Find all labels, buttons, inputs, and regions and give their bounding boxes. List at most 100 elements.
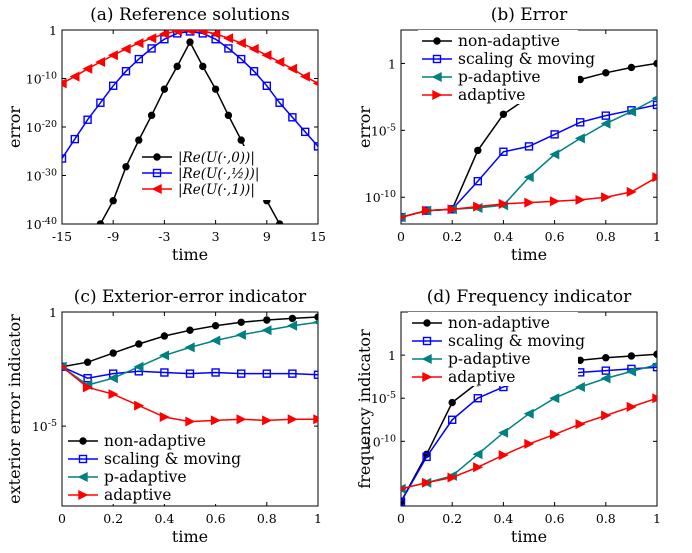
data-point: [653, 350, 657, 358]
data-point: [401, 486, 407, 492]
data-point: [401, 214, 407, 220]
panel-b: 0 0.2 0.4 0.6 0.8 1 1 10-5 10-10 (b) Error time err…: [355, 5, 661, 264]
data-point: [160, 368, 169, 377]
legend-box: [64, 430, 234, 504]
x-tick-label: 3: [212, 229, 220, 244]
data-point: [549, 393, 560, 404]
x-tick-label: 15: [310, 229, 326, 244]
legend-marker: [77, 471, 88, 483]
data-point: [602, 69, 610, 77]
data-point: [312, 319, 318, 325]
data-point: [185, 369, 195, 378]
data-point: [133, 38, 144, 49]
data-point: [237, 136, 245, 144]
x-tick-label: 1: [314, 511, 322, 526]
legend-label: adaptive: [458, 86, 525, 104]
x-tick-label: 0: [397, 511, 405, 526]
y-tick-label: 1: [49, 23, 57, 38]
y-axis-label: frequency indicator: [355, 329, 374, 489]
data-point: [83, 373, 92, 383]
data-point: [652, 362, 657, 372]
x-axis-label: time: [172, 527, 208, 546]
data-point: [313, 370, 318, 379]
legend: |Re(U(·,0))||Re(U(·,½))||Re(U(·,1))|: [138, 146, 288, 200]
data-point: [473, 176, 482, 186]
data-point: [600, 373, 611, 384]
data-point: [550, 130, 559, 139]
data-point: [109, 197, 117, 205]
y-tick-label: 10-40: [26, 216, 57, 232]
y-tick-label: 1: [388, 56, 396, 71]
data-point: [62, 154, 67, 163]
data-point: [186, 38, 194, 46]
data-point: [448, 398, 456, 407]
data-point: [108, 389, 119, 400]
data-point: [120, 43, 131, 54]
data-point: [237, 318, 245, 326]
y-tick-label: 10-10: [365, 189, 396, 205]
data-point: [211, 321, 220, 330]
legend-marker: [432, 54, 442, 64]
data-point: [95, 57, 106, 68]
data-point: [652, 172, 657, 183]
data-point: [473, 201, 484, 212]
data-point: [122, 163, 130, 171]
legend-label: adaptive: [448, 368, 515, 386]
data-point: [236, 369, 246, 378]
data-point: [159, 30, 170, 39]
data-point: [549, 149, 560, 160]
legend-label: non-adaptive: [458, 32, 560, 50]
legend-marker: [78, 489, 89, 501]
data-point: [472, 449, 483, 460]
legend-marker: [152, 168, 162, 178]
data-point: [210, 415, 221, 426]
legend-label: scaling & moving: [448, 332, 585, 350]
y-tick-label: 1: [388, 348, 396, 363]
data-point: [62, 78, 67, 89]
data-point: [135, 136, 143, 144]
x-tick-label: 0.6: [545, 229, 565, 244]
y-axis-label: error: [5, 106, 24, 148]
data-point: [236, 414, 247, 425]
x-tick-label: 0.2: [103, 511, 123, 526]
legend-marker: [431, 71, 442, 83]
legend-label: scaling & moving: [458, 50, 595, 68]
x-tick-label: 0.6: [545, 511, 565, 526]
x-tick-label: 0.8: [596, 511, 616, 526]
series-line-2: [401, 97, 657, 219]
data-point: [147, 111, 156, 120]
data-point: [651, 95, 657, 101]
data-point: [96, 98, 105, 107]
x-tick-label: 0.8: [257, 511, 277, 526]
data-point: [600, 118, 611, 129]
legend-marker: [422, 371, 433, 383]
x-tick-label: 0.4: [154, 511, 174, 526]
legend-label: |Re(U(·,½))|: [178, 166, 259, 182]
data-point: [626, 106, 637, 117]
data-point: [96, 220, 105, 224]
data-point: [627, 63, 636, 72]
x-tick-label: 0.4: [493, 511, 513, 526]
y-axis-label: error: [355, 106, 374, 148]
data-point: [147, 44, 156, 53]
data-point: [235, 329, 246, 340]
data-point: [62, 364, 68, 370]
chart-title: (c) Exterior-error indicator: [74, 287, 307, 307]
data-point: [287, 320, 298, 331]
x-tick-label: 1: [653, 229, 661, 244]
legend-marker: [422, 336, 432, 346]
data-point: [602, 353, 610, 362]
legend-label: p-adaptive: [458, 68, 541, 86]
data-point: [576, 118, 585, 127]
legend-label: non-adaptive: [448, 314, 550, 332]
x-tick-label: 1: [653, 511, 661, 526]
data-point: [574, 382, 585, 393]
legend-box: [408, 312, 578, 386]
x-tick-label: -15: [52, 229, 72, 244]
data-point: [523, 172, 534, 183]
data-point: [498, 427, 509, 438]
data-point: [312, 80, 318, 87]
legend-label: adaptive: [104, 486, 171, 504]
